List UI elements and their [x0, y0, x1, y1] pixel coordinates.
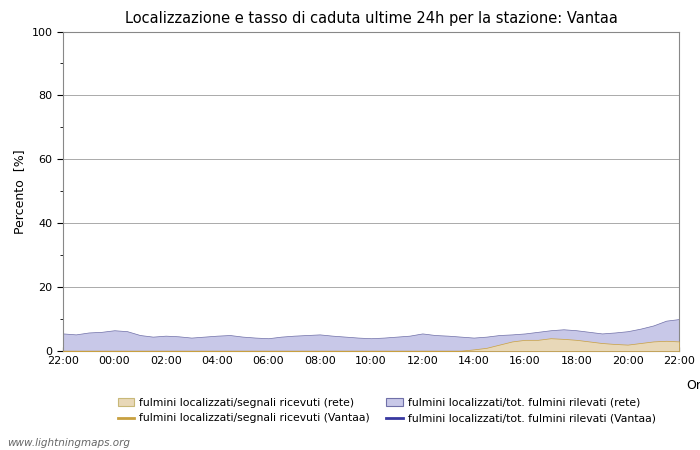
- Y-axis label: Percento  [%]: Percento [%]: [13, 149, 26, 234]
- Text: www.lightningmaps.org: www.lightningmaps.org: [7, 438, 130, 448]
- Text: Orario: Orario: [686, 379, 700, 392]
- Title: Localizzazione e tasso di caduta ultime 24h per la stazione: Vantaa: Localizzazione e tasso di caduta ultime …: [125, 11, 617, 26]
- Legend: fulmini localizzati/segnali ricevuti (rete), fulmini localizzati/segnali ricevut: fulmini localizzati/segnali ricevuti (re…: [118, 398, 656, 423]
